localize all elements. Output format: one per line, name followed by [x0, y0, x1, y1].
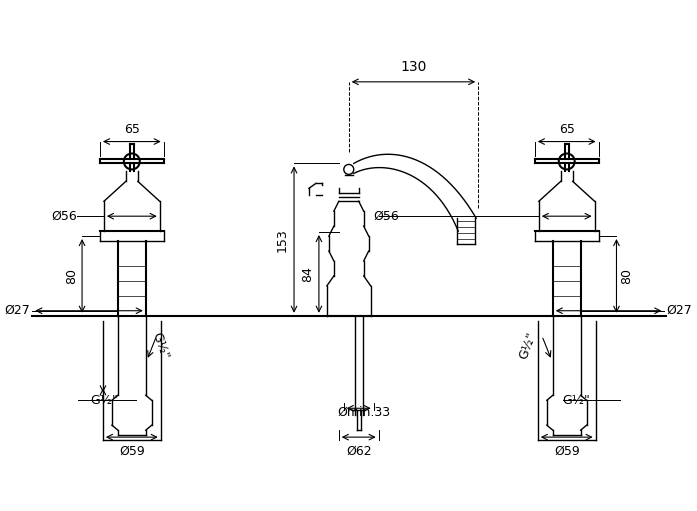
Text: Ø27: Ø27 — [666, 304, 692, 317]
Text: 84: 84 — [301, 266, 314, 282]
Text: 65: 65 — [559, 123, 574, 135]
Text: G½": G½" — [90, 394, 118, 407]
Text: G½": G½" — [150, 330, 171, 361]
Text: G½": G½" — [517, 330, 539, 361]
Text: 153: 153 — [276, 228, 289, 252]
Text: Ømin.33: Ømin.33 — [337, 405, 390, 419]
Text: G½": G½" — [562, 394, 590, 407]
Text: Ø56: Ø56 — [52, 210, 77, 223]
Text: Ø59: Ø59 — [119, 445, 145, 458]
Text: Ø56: Ø56 — [374, 210, 399, 223]
Text: Ø62: Ø62 — [346, 445, 372, 458]
Text: Ø59: Ø59 — [554, 445, 580, 458]
Text: 80: 80 — [620, 268, 634, 284]
Text: 65: 65 — [124, 123, 140, 135]
Text: 80: 80 — [65, 268, 78, 284]
Text: 130: 130 — [400, 60, 427, 74]
Text: Ø27: Ø27 — [5, 304, 30, 317]
